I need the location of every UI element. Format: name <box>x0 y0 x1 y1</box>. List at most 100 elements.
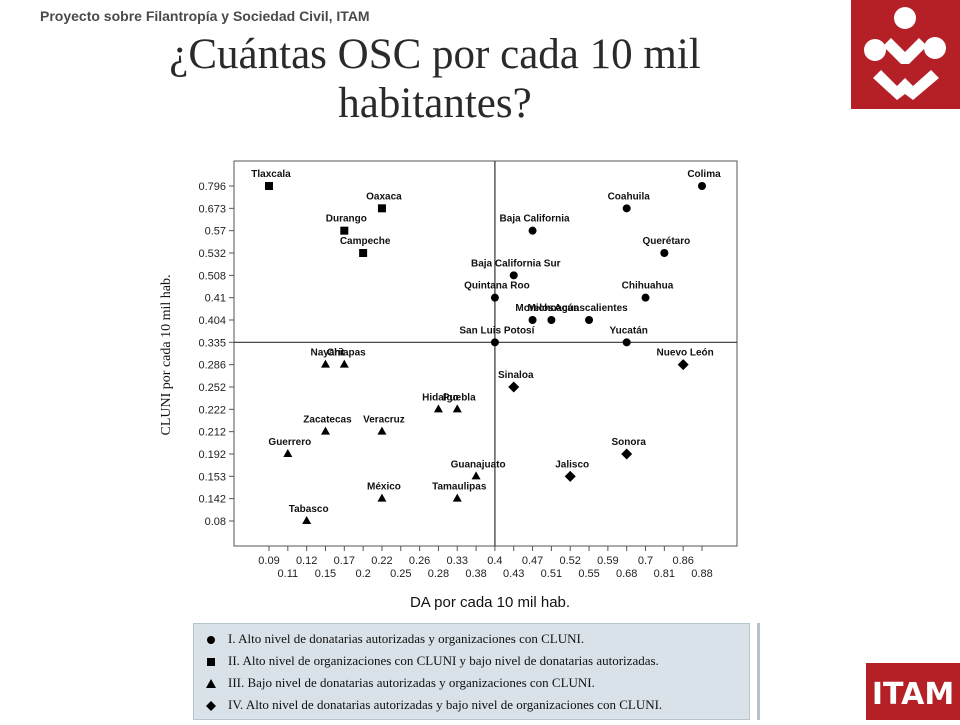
point-label: Chiapas <box>327 348 366 359</box>
x-tick-label: 0.4 <box>487 555 502 567</box>
point-triangle <box>377 426 387 435</box>
point-label: Tabasco <box>289 504 329 515</box>
point-circle <box>547 316 556 324</box>
legend-item-diamond: IV. Alto nivel de donatarias autorizadas… <box>194 695 749 717</box>
title-line-1: ¿Cuántas OSC por cada 10 mil <box>169 31 701 78</box>
point-label: Baja California <box>500 214 570 225</box>
point-triangle <box>377 493 387 502</box>
logo-head-left <box>864 39 886 61</box>
logo-head-right <box>924 37 946 59</box>
x-tick-label: 0.12 <box>296 555 317 567</box>
x-tick-label: 0.2 <box>355 568 370 580</box>
x-tick-label: 0.11 <box>278 568 299 580</box>
x-tick-label: 0.33 <box>447 555 468 567</box>
legend-circle-icon <box>207 636 215 644</box>
reference-lines <box>234 161 737 546</box>
point-circle <box>641 293 650 302</box>
point-label: Quintana Roo <box>464 281 530 292</box>
legend-triangle-icon <box>206 679 216 688</box>
legend-text-4: IV. Alto nivel de donatarias autorizadas… <box>228 697 663 712</box>
x-tick-label: 0.25 <box>390 568 411 580</box>
x-ticks: 0.090.110.120.150.170.20.220.250.260.280… <box>258 546 713 580</box>
x-tick-label: 0.52 <box>560 555 581 567</box>
point-label: Aguascalientes <box>554 303 628 314</box>
point-circle <box>622 338 631 347</box>
points: Tlaxcala Oaxaca Durango Campeche Colima Coahu… <box>251 169 721 524</box>
x-tick-label: 0.51 <box>541 568 562 580</box>
point-label: Oaxaca <box>366 191 402 202</box>
y-tick-label: 0.673 <box>198 203 226 215</box>
point-label: Guanajuato <box>451 459 506 470</box>
y-tick-label: 0.192 <box>198 449 226 461</box>
y-tick-label: 0.252 <box>198 382 226 394</box>
point-label: Colima <box>687 169 721 180</box>
point-triangle <box>452 404 462 413</box>
point-label: Nayarit <box>311 348 346 359</box>
point-triangle <box>283 449 293 457</box>
point-circle <box>660 249 669 257</box>
x-tick-label: 0.55 <box>578 568 599 580</box>
point-label: México <box>367 482 401 493</box>
y-tick-label: 0.335 <box>198 337 226 349</box>
legend-text-3: III. Bajo nivel de donatarias autorizada… <box>228 675 595 690</box>
y-tick-label: 0.57 <box>205 226 226 238</box>
x-tick-label: 0.81 <box>654 568 675 580</box>
point-square <box>359 249 368 257</box>
itam-logo-icon: ITAM <box>866 663 960 720</box>
legend-diamond-icon <box>206 701 216 711</box>
point-label: Sinaloa <box>498 370 534 381</box>
scatter-chart: CLUNI por cada 10 mil hab. 0.08 0.142 0.15… <box>159 160 738 580</box>
x-tick-label: 0.15 <box>315 568 336 580</box>
point-circle <box>698 182 706 190</box>
page-title: ¿Cuántas OSC por cada 10 mil habitantes? <box>90 30 780 128</box>
point-label: Veracruz <box>363 415 405 426</box>
x-tick-label: 0.38 <box>465 568 486 580</box>
point-triangle <box>452 493 462 502</box>
point-diamond <box>564 470 576 482</box>
x-tick-label: 0.28 <box>428 568 449 580</box>
x-tick-label: 0.59 <box>597 555 618 567</box>
figures-logo-icon <box>851 0 960 109</box>
point-label: Yucatán <box>610 325 648 336</box>
x-tick-label: 0.09 <box>258 555 279 567</box>
point-triangle <box>302 516 312 524</box>
legend-text-1: I. Alto nivel de donatarias autorizadas … <box>228 631 585 646</box>
y-axis-label: CLUNI por cada 10 mil hab. <box>159 275 174 436</box>
legend-right-border <box>757 623 760 720</box>
legend-square-icon <box>207 658 215 666</box>
legend-text-2: II. Alto nivel de organizaciones con CLU… <box>228 653 659 668</box>
logo-head-top <box>894 7 916 29</box>
y-ticks: 0.08 0.142 0.153 0.192 0.212 0.222 0.252 0.286 0… <box>198 181 234 528</box>
itam-logo-text: ITAM <box>872 677 954 712</box>
x-tick-label: 0.68 <box>616 568 637 580</box>
point-square <box>265 182 273 190</box>
point-square <box>340 226 349 235</box>
point-label: Guerrero <box>268 437 311 448</box>
title-line-2: habitantes? <box>338 80 532 127</box>
point-label: Morelos <box>515 303 554 314</box>
point-label: Zacatecas <box>303 415 352 426</box>
point-circle <box>585 316 594 324</box>
y-tick-label: 0.222 <box>198 404 226 416</box>
x-tick-label: 0.26 <box>409 555 430 567</box>
point-diamond <box>508 381 520 393</box>
legend-box: I. Alto nivel de donatarias autorizadas … <box>193 623 750 720</box>
y-tick-label: 0.142 <box>198 494 226 506</box>
x-tick-label: 0.7 <box>638 555 653 567</box>
point-label: San Luis Potosí <box>459 325 535 336</box>
point-diamond <box>677 359 689 371</box>
point-label: Michoacán <box>528 303 580 314</box>
x-tick-label: 0.43 <box>503 568 524 580</box>
y-tick-label: 0.212 <box>198 427 226 439</box>
logo-legs <box>873 70 939 100</box>
legend-item-circle: I. Alto nivel de donatarias autorizadas … <box>194 629 749 651</box>
point-label: Durango <box>326 214 367 225</box>
point-circle <box>622 204 631 213</box>
x-tick-label: 0.22 <box>371 555 392 567</box>
point-label: Nuevo León <box>657 348 714 359</box>
point-label: Sonora <box>611 437 646 448</box>
legend-item-square: II. Alto nivel de organizaciones con CLU… <box>194 651 749 673</box>
plot-frame <box>233 160 738 547</box>
point-circle <box>490 338 499 347</box>
y-tick-label: 0.41 <box>205 293 226 305</box>
